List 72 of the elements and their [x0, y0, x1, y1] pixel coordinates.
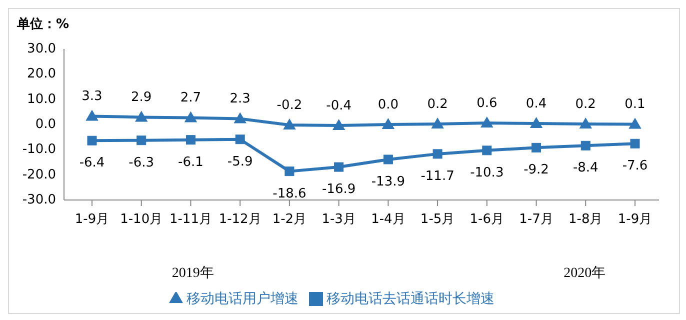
x-tick-label: 1-9月	[74, 212, 110, 228]
data-label: 0.0	[378, 98, 399, 112]
point	[629, 118, 641, 129]
data-label: -6.1	[178, 154, 204, 170]
point	[332, 120, 345, 130]
point	[432, 118, 444, 128]
y-axis-title: 单位：%	[17, 16, 70, 33]
point	[235, 134, 245, 144]
point	[135, 111, 148, 122]
y-tick-label: -10.0	[22, 142, 56, 158]
y-tick-label: -20.0	[22, 167, 56, 182]
x-tick-label: 1-6月	[470, 212, 504, 228]
point	[86, 110, 98, 121]
y-tick-label: 30.0	[27, 42, 56, 56]
point	[186, 135, 196, 145]
x-tick-label: 1-3月	[322, 212, 356, 228]
data-label: 3.3	[82, 89, 102, 104]
point	[334, 162, 344, 172]
y-tick-label: 20.0	[27, 66, 56, 82]
point	[482, 146, 492, 156]
data-label: -16.9	[322, 182, 356, 198]
point	[136, 136, 146, 146]
y-tick-label: 10.0	[27, 92, 56, 107]
point	[480, 116, 493, 128]
x-tick-label: 1-9月	[618, 212, 652, 228]
data-label: -13.9	[371, 174, 405, 190]
x-tick-label: 1-7月	[519, 212, 554, 228]
data-label: -5.9	[227, 154, 253, 170]
x-tick-label: 1-10月	[120, 212, 163, 228]
x-tick-label: 1-8月	[568, 212, 603, 228]
point	[580, 118, 592, 128]
data-label: 0.2	[427, 96, 448, 112]
data-label: -0.2	[276, 98, 302, 114]
x-tick-label: 1-12月	[218, 212, 262, 228]
data-label: -11.7	[420, 168, 454, 184]
data-label: 2.9	[131, 90, 152, 106]
legend-label: 移动电话去话通话时长增速	[326, 291, 494, 307]
text: 2019年	[170, 264, 215, 282]
point	[87, 136, 97, 146]
x-tick-label: 1-5月	[420, 212, 455, 228]
data-label: -6.3	[128, 155, 154, 170]
data-label: -10.3	[470, 165, 504, 180]
point	[284, 166, 294, 176]
point	[184, 112, 197, 122]
data-label: -9.2	[524, 162, 549, 178]
text: 2020年	[562, 264, 607, 282]
data-label: -8.4	[572, 160, 598, 176]
data-label: 0.6	[476, 96, 498, 111]
data-label: -6.4	[79, 156, 105, 171]
y-tick-label: 0.0	[35, 117, 56, 132]
point	[630, 138, 640, 148]
y-tick-label: -30.0	[22, 192, 56, 208]
data-label: 0.2	[575, 96, 596, 112]
data-label: -0.4	[326, 98, 352, 114]
point	[383, 154, 393, 164]
data-label: -7.6	[622, 158, 648, 174]
data-label: 0.4	[526, 96, 547, 112]
data-label: 2.3	[230, 92, 250, 107]
point	[234, 112, 246, 124]
data-label: 0.1	[624, 97, 646, 112]
point	[530, 117, 542, 128]
point	[580, 140, 590, 150]
point	[382, 118, 394, 129]
x-tick-label: 1-2月	[272, 212, 307, 228]
point	[432, 149, 442, 159]
data-label: 2.7	[180, 90, 202, 106]
x-tick-label: 1-4月	[371, 212, 406, 228]
x-tick-label: 1-11月	[169, 212, 212, 228]
point	[283, 119, 296, 130]
data-label: -18.6	[272, 186, 306, 202]
point	[532, 142, 542, 152]
legend-label: 移动电话用户增速	[186, 291, 298, 307]
